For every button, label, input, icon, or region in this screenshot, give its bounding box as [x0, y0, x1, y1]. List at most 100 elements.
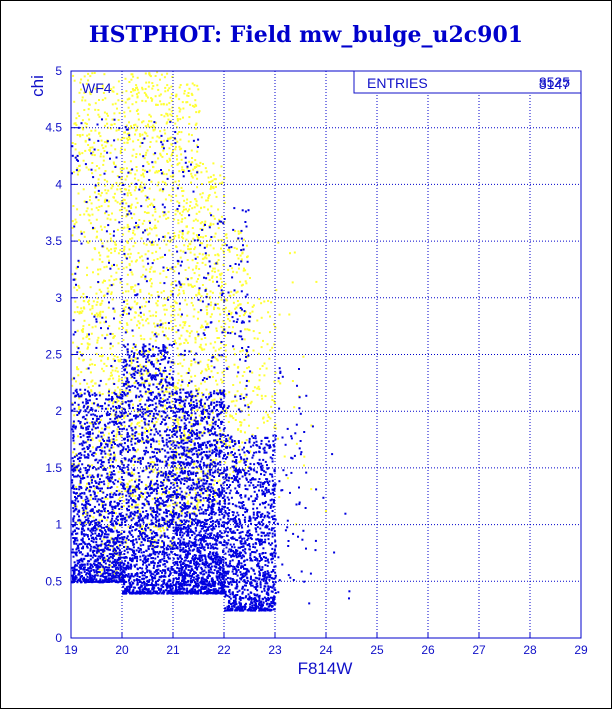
data-point	[149, 584, 152, 586]
data-point	[158, 413, 161, 416]
data-point	[227, 317, 230, 320]
data-point	[135, 394, 138, 397]
data-point	[191, 82, 194, 85]
data-point	[214, 489, 217, 492]
data-point	[76, 559, 79, 562]
data-point	[112, 540, 115, 543]
data-point	[148, 220, 151, 223]
data-point	[154, 378, 157, 381]
data-point	[88, 133, 91, 136]
data-point	[139, 390, 142, 393]
data-point	[79, 388, 82, 391]
data-point	[150, 480, 152, 483]
data-point	[124, 415, 127, 418]
data-point	[84, 543, 87, 546]
data-point	[83, 200, 86, 203]
data-point	[163, 115, 166, 118]
data-point	[109, 465, 112, 467]
data-point	[109, 564, 112, 567]
data-point	[161, 326, 164, 329]
data-point	[156, 498, 159, 501]
data-point	[233, 246, 236, 249]
data-point	[87, 499, 90, 502]
data-point	[125, 266, 128, 269]
data-point	[191, 286, 194, 288]
data-point	[148, 465, 151, 467]
data-point	[167, 338, 170, 341]
data-point	[116, 386, 119, 389]
data-point	[108, 279, 111, 282]
data-point	[150, 120, 153, 123]
data-point	[149, 145, 151, 148]
data-point	[212, 267, 215, 270]
data-point	[273, 388, 276, 391]
data-point	[80, 533, 83, 536]
data-point	[106, 581, 109, 583]
data-point	[76, 532, 79, 535]
data-point	[158, 382, 161, 385]
data-point	[195, 111, 198, 114]
data-point	[149, 574, 152, 577]
data-point	[97, 109, 100, 111]
data-point	[131, 512, 134, 515]
data-point	[154, 553, 157, 556]
data-point	[223, 308, 226, 311]
data-point	[104, 469, 107, 471]
data-point	[111, 512, 114, 515]
data-point	[171, 106, 174, 109]
data-point	[86, 448, 89, 450]
data-point	[170, 567, 173, 570]
data-point	[89, 439, 92, 442]
data-point	[266, 343, 269, 346]
data-point	[168, 391, 171, 394]
data-point	[159, 381, 162, 383]
data-point	[80, 566, 82, 569]
data-point	[169, 447, 172, 450]
data-point	[239, 421, 242, 423]
data-point	[163, 553, 166, 555]
data-point	[210, 180, 213, 183]
data-point	[118, 375, 120, 378]
data-point	[79, 486, 82, 488]
data-point	[190, 330, 193, 333]
data-point	[161, 585, 164, 588]
data-point	[207, 375, 210, 378]
data-point	[119, 393, 122, 396]
data-point	[97, 555, 100, 558]
data-point	[118, 428, 121, 430]
data-point	[125, 494, 128, 497]
data-point	[162, 270, 165, 272]
data-point	[134, 460, 136, 463]
data-point	[169, 136, 172, 139]
data-point	[112, 409, 115, 412]
data-point	[77, 547, 80, 550]
data-point	[100, 463, 103, 466]
data-point	[215, 329, 218, 332]
data-point	[130, 318, 133, 321]
data-point	[127, 489, 130, 492]
data-point	[161, 180, 164, 183]
data-point	[159, 470, 162, 473]
data-point	[95, 481, 98, 484]
data-point	[164, 369, 167, 372]
data-point	[140, 406, 143, 408]
data-point	[152, 470, 155, 473]
data-point	[158, 440, 161, 443]
data-point	[107, 432, 110, 435]
data-point	[228, 440, 231, 443]
data-point	[115, 406, 117, 408]
data-point	[120, 424, 122, 427]
data-point	[218, 446, 221, 449]
data-point	[158, 136, 161, 139]
data-point	[237, 365, 240, 368]
data-point	[97, 525, 100, 528]
data-point	[71, 500, 74, 503]
data-point	[210, 175, 212, 178]
data-point	[124, 581, 126, 584]
data-point	[151, 403, 154, 406]
data-point	[101, 497, 104, 500]
data-point	[196, 499, 199, 501]
data-point	[99, 155, 102, 158]
data-point	[156, 323, 159, 326]
data-point	[106, 548, 109, 551]
